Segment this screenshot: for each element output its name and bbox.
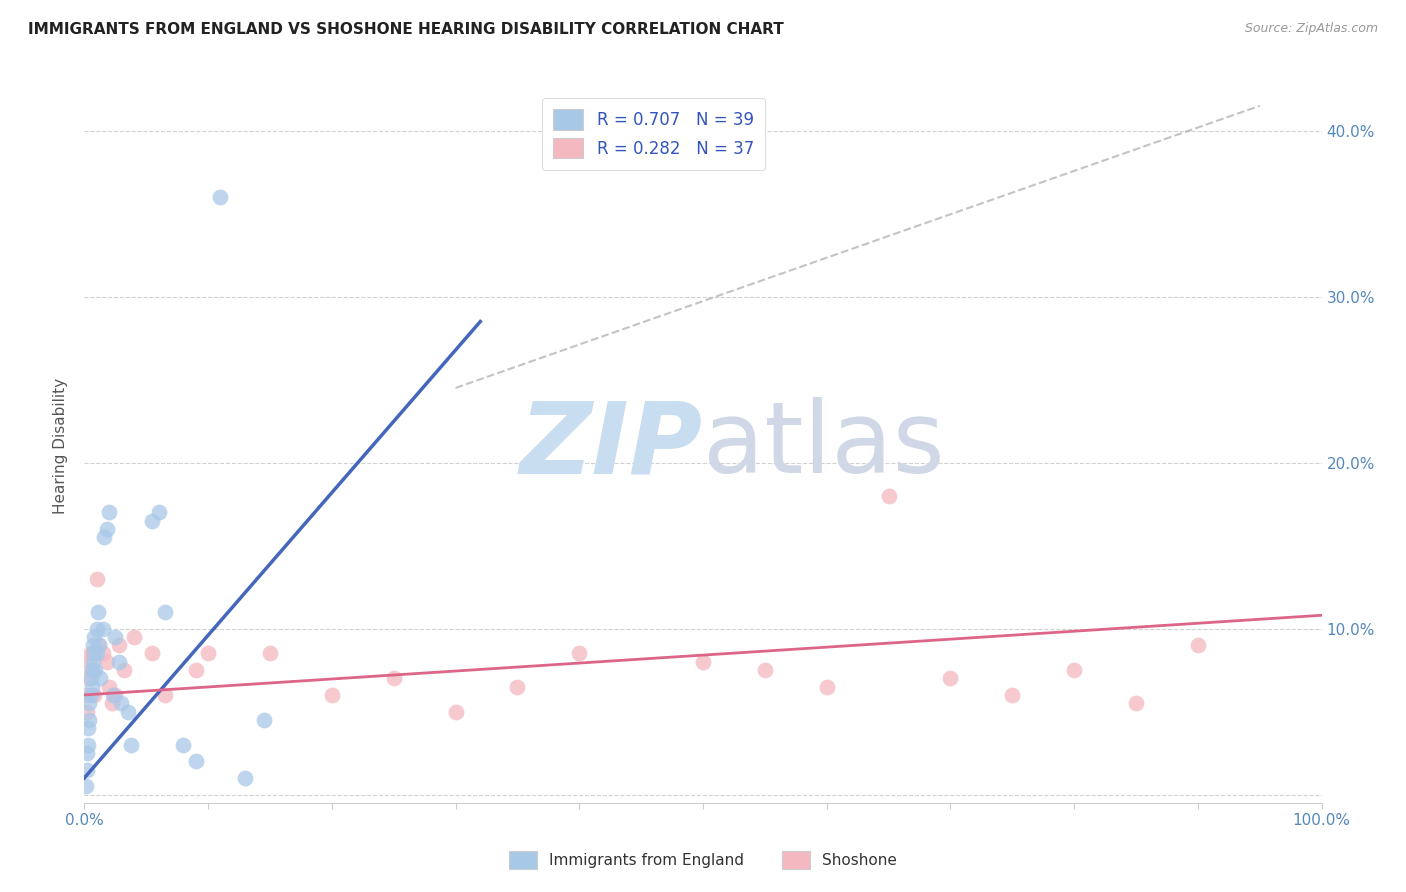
Point (77, 721, 100, 735)
Point (148, 505, 170, 519)
Point (79, 688, 101, 702)
Point (120, 738, 142, 752)
Point (89, 671, 111, 685)
Point (104, 688, 127, 702)
Point (692, 655, 714, 669)
Point (87, 605, 110, 619)
Point (444, 705, 467, 719)
Point (112, 663, 135, 677)
Point (117, 705, 139, 719)
Point (1125, 696, 1147, 710)
Point (110, 696, 132, 710)
Point (93, 530, 115, 544)
Point (108, 638, 131, 652)
Point (172, 738, 194, 752)
Point (79, 647, 101, 661)
Point (184, 754, 207, 768)
Point (233, 771, 256, 785)
Point (108, 655, 131, 669)
Point (104, 630, 127, 644)
Point (153, 605, 176, 619)
Text: Source: ZipAtlas.com: Source: ZipAtlas.com (1244, 22, 1378, 36)
Point (877, 489, 900, 503)
Point (122, 630, 145, 644)
Point (506, 680, 529, 694)
Point (79, 713, 101, 727)
Point (82, 647, 104, 661)
Point (77, 738, 100, 752)
Point (76, 763, 98, 777)
Point (197, 647, 219, 661)
Point (91, 622, 114, 636)
Point (209, 190, 232, 204)
Point (1187, 638, 1209, 652)
Text: ZIP: ZIP (520, 398, 703, 494)
Y-axis label: Hearing Disability: Hearing Disability (53, 378, 69, 514)
Point (153, 688, 176, 702)
Point (79, 696, 101, 710)
Point (184, 663, 207, 677)
Point (77, 671, 100, 685)
Point (79, 655, 101, 669)
Point (321, 688, 343, 702)
Point (79, 671, 101, 685)
Point (91, 647, 114, 661)
Point (253, 713, 276, 727)
Point (80, 663, 103, 677)
Point (939, 671, 962, 685)
Legend: R = 0.707   N = 39, R = 0.282   N = 37: R = 0.707 N = 39, R = 0.282 N = 37 (541, 97, 765, 169)
Point (100, 696, 122, 710)
Point (75, 779, 97, 793)
Point (141, 647, 163, 661)
Point (76, 705, 98, 719)
Point (86, 647, 108, 661)
Point (86, 622, 108, 636)
Legend: Immigrants from England, Shoshone: Immigrants from England, Shoshone (503, 845, 903, 875)
Point (382, 671, 405, 685)
Point (1001, 688, 1024, 702)
Point (86, 572, 108, 586)
Point (815, 680, 838, 694)
Point (84, 663, 107, 677)
Point (101, 688, 124, 702)
Point (754, 663, 776, 677)
Point (83, 630, 105, 644)
Point (98, 680, 121, 694)
Point (96, 522, 118, 536)
Point (568, 647, 591, 661)
Point (141, 514, 163, 528)
Point (76, 746, 98, 760)
Point (80, 680, 103, 694)
Point (1063, 663, 1085, 677)
Point (80, 663, 103, 677)
Point (89, 638, 111, 652)
Text: atlas: atlas (703, 398, 945, 494)
Point (259, 647, 281, 661)
Point (98, 505, 121, 519)
Text: IMMIGRANTS FROM ENGLAND VS SHOSHONE HEARING DISABILITY CORRELATION CHART: IMMIGRANTS FROM ENGLAND VS SHOSHONE HEAR… (28, 22, 785, 37)
Point (82, 655, 104, 669)
Point (75, 688, 97, 702)
Point (96, 655, 118, 669)
Point (83, 647, 105, 661)
Point (83, 688, 105, 702)
Point (82, 638, 104, 652)
Point (89, 638, 111, 652)
